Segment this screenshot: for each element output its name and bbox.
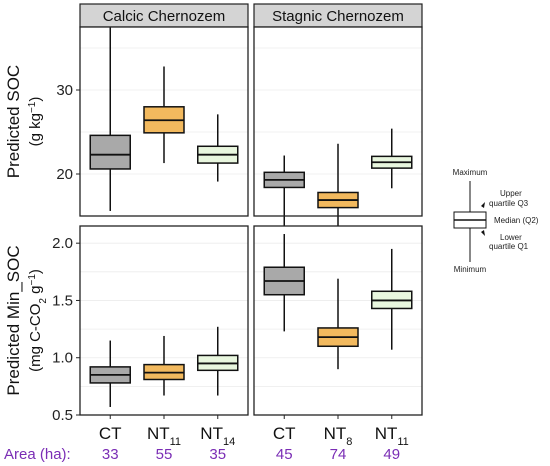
legend-upper-arrow — [481, 202, 485, 208]
panel-border — [79, 26, 249, 217]
y-axis-units-part: −1 — [27, 101, 38, 113]
x-tick-label: NT14 — [200, 424, 235, 448]
y-axis-units-part: ) — [27, 269, 44, 274]
area-value: 45 — [276, 446, 293, 463]
y-tick-label: 30 — [56, 82, 73, 99]
legend-lower-label: quartile Q1 — [489, 242, 529, 251]
x-tick-label: NT11 — [147, 424, 181, 448]
y-axis-units: (g kg−1) — [27, 97, 45, 147]
y-axis-units-part: −1 — [27, 274, 38, 286]
y-axis-units-part: (mg C-CO — [27, 304, 44, 372]
area-label: Area (ha): — [4, 446, 71, 463]
y-axis-units-part: ) — [27, 97, 44, 102]
x-tick-label-main: NT — [324, 424, 347, 443]
x-tick-label: NT11 — [375, 424, 409, 448]
y-tick-label: 2.0 — [52, 235, 73, 252]
x-tick-label-sub: 11 — [397, 436, 408, 448]
y-axis-label: Predicted SOC (g kg−1) — [4, 65, 44, 178]
y-axis-units-part: g — [27, 286, 44, 299]
area-value: 35 — [209, 446, 226, 463]
x-tick-label-sub: 11 — [170, 436, 181, 448]
y-axis-title: Predicted SOC — [4, 65, 23, 178]
y-axis-units-part: 2 — [38, 298, 49, 304]
x-tick-label-main: NT — [375, 424, 398, 443]
area-value: 49 — [383, 446, 400, 463]
legend-lower-label: Lower — [500, 233, 522, 242]
x-tick-label-main: CT — [273, 424, 296, 443]
legend-upper-label: Upper — [500, 189, 522, 198]
area-value: 33 — [102, 446, 119, 463]
facet-strip-label: Calcic Chernozem — [103, 8, 226, 25]
x-tick-label-sub: 14 — [223, 436, 235, 448]
legend-maximum: Maximum — [453, 168, 488, 177]
x-tick-label-main: NT — [200, 424, 223, 443]
y-axis-units-part: (g kg — [27, 113, 44, 146]
legend-minimum: Minimum — [454, 265, 487, 274]
y-axis-label: Predicted Min_SOC (mg C-CO2 g−1) — [4, 245, 49, 395]
y-axis-units: (mg C-CO2 g−1) — [27, 269, 49, 372]
area-value: 55 — [156, 446, 173, 463]
legend-median-label: Median (Q2) — [494, 216, 539, 225]
x-tick-label: CT — [273, 424, 296, 443]
y-tick-label: 0.5 — [52, 407, 73, 424]
legend-upper-label: quartile Q3 — [489, 199, 529, 208]
y-tick-label: 1.5 — [52, 292, 73, 309]
box — [89, 134, 131, 170]
x-tick-label-main: NT — [147, 424, 170, 443]
area-value: 74 — [330, 446, 347, 463]
legend-lower-arrow — [481, 230, 485, 236]
facet-strip-label: Stagnic Chernozem — [272, 8, 404, 25]
x-tick-label-sub: 8 — [346, 436, 352, 448]
y-tick-label: 20 — [56, 166, 73, 183]
x-tick-label-main: CT — [99, 424, 122, 443]
x-tick-label: CT — [99, 424, 122, 443]
x-tick-label: NT8 — [324, 424, 353, 448]
y-tick-label: 1.0 — [52, 350, 73, 367]
panel-border — [253, 26, 423, 217]
y-axis-title: Predicted Min_SOC — [4, 245, 23, 395]
